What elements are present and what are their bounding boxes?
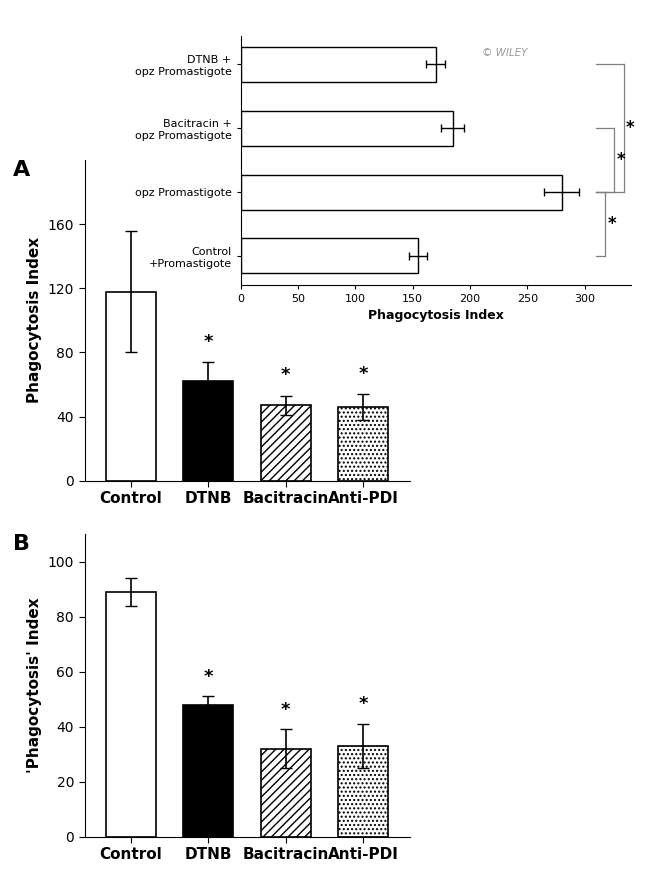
Bar <box>338 407 388 481</box>
Bar <box>106 592 156 837</box>
Text: *: * <box>203 668 213 685</box>
Text: *: * <box>358 365 368 383</box>
Bar <box>183 381 233 481</box>
Bar <box>261 748 311 837</box>
Text: B: B <box>13 534 30 554</box>
Text: *: * <box>626 119 634 137</box>
Bar <box>183 705 233 837</box>
Text: *: * <box>203 333 213 351</box>
Bar <box>240 239 419 273</box>
Bar <box>240 110 452 146</box>
Text: *: * <box>281 700 291 719</box>
Text: *: * <box>281 367 291 384</box>
Bar <box>106 292 156 481</box>
Bar <box>338 746 388 837</box>
Bar <box>261 405 311 481</box>
Text: © WILEY: © WILEY <box>482 47 528 58</box>
Text: *: * <box>608 215 616 233</box>
Y-axis label: 'Phagocytosis' Index: 'Phagocytosis' Index <box>27 597 42 773</box>
Text: *: * <box>617 151 625 169</box>
Text: *: * <box>358 695 368 713</box>
X-axis label: Phagocytosis Index: Phagocytosis Index <box>367 310 504 322</box>
Bar <box>240 47 436 82</box>
Bar <box>240 174 562 210</box>
Text: A: A <box>13 160 31 180</box>
Y-axis label: Phagocytosis Index: Phagocytosis Index <box>27 238 42 403</box>
